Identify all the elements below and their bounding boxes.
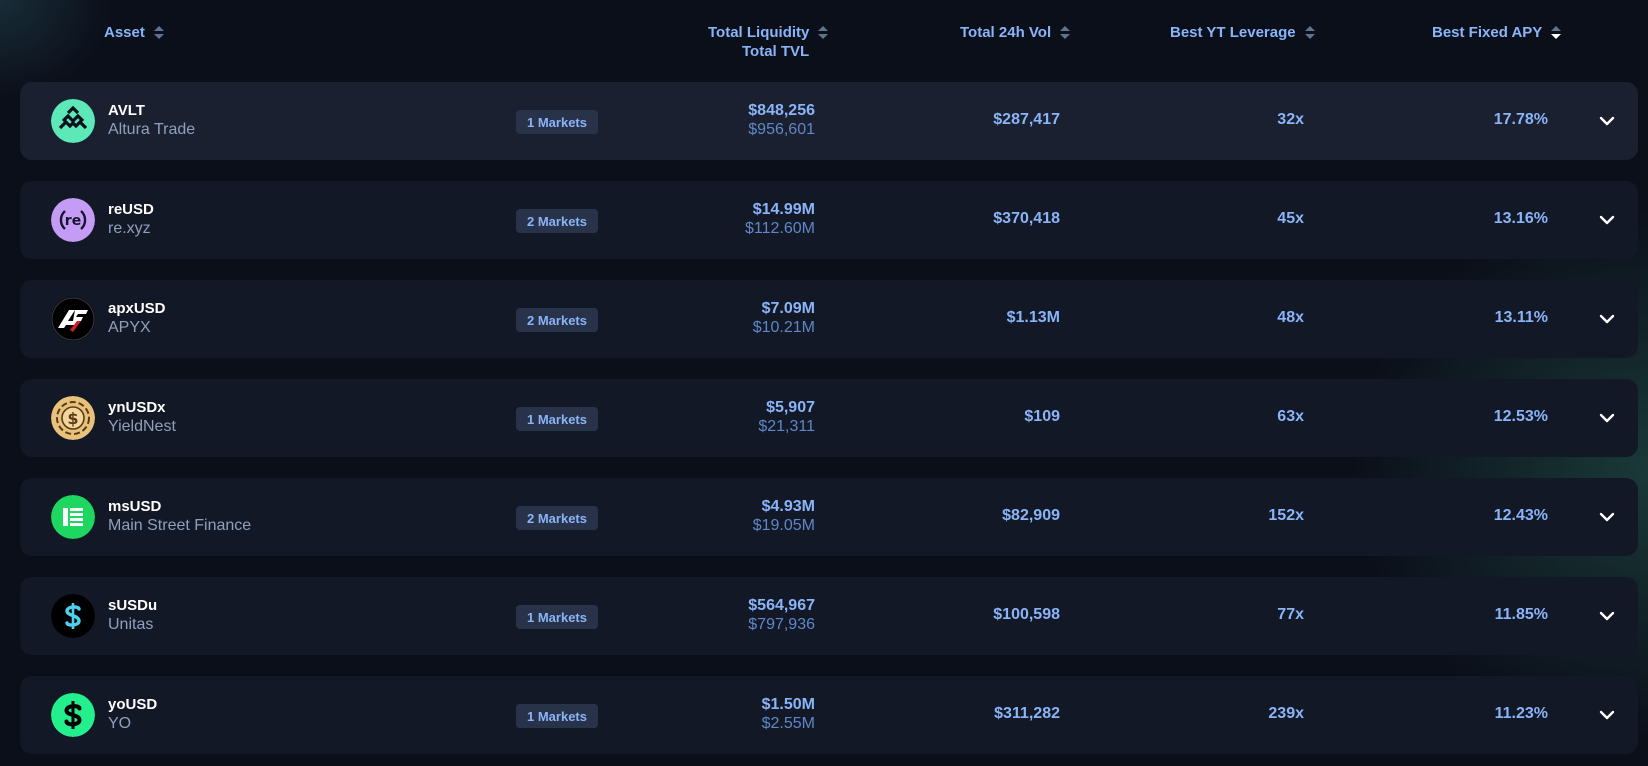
table-row[interactable]: AVLT Altura Trade 1 Markets $848,256 $95… bbox=[20, 82, 1638, 160]
total-tvl: $2.55M bbox=[761, 715, 815, 732]
chevron-down-icon[interactable] bbox=[1598, 508, 1616, 526]
total-liquidity: $14.99M bbox=[752, 201, 815, 218]
total-24h-volume: $311,282 bbox=[994, 705, 1060, 722]
asset-column-header[interactable]: Asset bbox=[104, 24, 164, 41]
table-row[interactable]: apxUSD APYX 2 Markets $7.09M $10.21M $1.… bbox=[20, 280, 1638, 358]
markets-badge[interactable]: 1 Markets bbox=[516, 110, 598, 134]
best-fixed-apy: 11.23% bbox=[1494, 705, 1548, 722]
best-yt-leverage: 63x bbox=[1277, 408, 1304, 425]
best-fixed-apy: 12.43% bbox=[1493, 507, 1548, 524]
total-liquidity: $1.50M bbox=[761, 696, 815, 713]
total-24h-volume: $370,418 bbox=[993, 210, 1060, 227]
best-yt-leverage: 239x bbox=[1268, 705, 1304, 722]
table-row[interactable]: sUSDu Unitas 1 Markets $564,967 $797,936… bbox=[20, 577, 1638, 655]
best-fixed-apy: 11.85% bbox=[1494, 606, 1548, 623]
tvl-header-label[interactable]: Total TVL bbox=[742, 43, 810, 60]
chevron-down-icon[interactable] bbox=[1598, 211, 1616, 229]
best-yt-leverage: 45x bbox=[1277, 210, 1304, 227]
total-tvl: $21,311 bbox=[758, 418, 815, 435]
chevron-down-icon[interactable] bbox=[1598, 310, 1616, 328]
apy-column-header[interactable]: Best Fixed APY bbox=[1432, 24, 1562, 41]
best-yt-leverage: 32x bbox=[1277, 111, 1304, 128]
svg-text:$: $ bbox=[67, 409, 78, 428]
asset-name: re.xyz bbox=[108, 220, 151, 237]
best-fixed-apy: 13.16% bbox=[1493, 210, 1548, 227]
volume-column-header[interactable]: Total 24h Vol bbox=[960, 24, 1071, 41]
asset-header-label: Asset bbox=[104, 24, 145, 41]
volume-header-label: Total 24h Vol bbox=[960, 24, 1052, 41]
altura-logo-icon bbox=[51, 99, 95, 143]
chevron-down-icon[interactable] bbox=[1598, 409, 1616, 427]
yieldnest-logo-icon: $ bbox=[51, 396, 95, 440]
markets-badge[interactable]: 2 Markets bbox=[516, 209, 598, 233]
markets-badge[interactable]: 2 Markets bbox=[516, 506, 598, 530]
chevron-down-icon[interactable] bbox=[1598, 706, 1616, 724]
asset-symbol: msUSD bbox=[108, 498, 162, 515]
total-24h-volume: $1.13M bbox=[1006, 309, 1060, 326]
asset-symbol: apxUSD bbox=[108, 300, 166, 317]
total-liquidity: $4.93M bbox=[761, 498, 815, 515]
yo-logo-icon bbox=[51, 693, 95, 737]
total-liquidity: $5,907 bbox=[766, 399, 815, 416]
asset-name: YieldNest bbox=[108, 418, 176, 435]
best-fixed-apy: 12.53% bbox=[1493, 408, 1548, 425]
best-fixed-apy: 17.78% bbox=[1493, 111, 1548, 128]
asset-symbol: AVLT bbox=[108, 102, 145, 119]
best-yt-leverage: 77x bbox=[1277, 606, 1304, 623]
total-liquidity: $848,256 bbox=[748, 102, 815, 119]
asset-symbol: sUSDu bbox=[108, 597, 158, 614]
main-street-logo-icon bbox=[51, 495, 95, 539]
markets-badge[interactable]: 2 Markets bbox=[516, 308, 598, 332]
total-tvl: $112.60M bbox=[745, 220, 815, 237]
table-header: Asset Total Liquidity Total TVL Total 24… bbox=[0, 0, 1648, 80]
total-tvl: $10.21M bbox=[752, 319, 815, 336]
sort-descending-icon bbox=[1551, 26, 1562, 39]
sort-icon bbox=[1304, 26, 1315, 39]
sort-icon bbox=[818, 26, 829, 39]
sort-icon bbox=[153, 26, 164, 39]
total-liquidity: $564,967 bbox=[748, 597, 815, 614]
chevron-down-icon[interactable] bbox=[1598, 607, 1616, 625]
sort-icon bbox=[1060, 26, 1071, 39]
total-tvl: $956,601 bbox=[748, 121, 815, 138]
svg-text:re: re bbox=[65, 213, 81, 229]
total-tvl: $797,936 bbox=[748, 616, 815, 633]
liquidity-header-label: Total Liquidity bbox=[708, 24, 810, 41]
asset-symbol: reUSD bbox=[108, 201, 154, 218]
table-row[interactable]: re reUSD re.xyz 2 Markets $14.99M $112.6… bbox=[20, 181, 1638, 259]
leverage-column-header[interactable]: Best YT Leverage bbox=[1170, 24, 1315, 41]
markets-badge[interactable]: 1 Markets bbox=[516, 605, 598, 629]
total-24h-volume: $82,909 bbox=[1002, 507, 1060, 524]
table-row[interactable]: msUSD Main Street Finance 2 Markets $4.9… bbox=[20, 478, 1638, 556]
total-liquidity: $7.09M bbox=[761, 300, 815, 317]
table-row[interactable]: yoUSD YO 1 Markets $1.50M $2.55M $311,28… bbox=[20, 676, 1638, 754]
markets-badge[interactable]: 1 Markets bbox=[516, 704, 598, 728]
liquidity-column-header[interactable]: Total Liquidity bbox=[708, 24, 829, 41]
best-fixed-apy: 13.11% bbox=[1494, 309, 1548, 326]
total-tvl: $19.05M bbox=[752, 517, 815, 534]
total-24h-volume: $100,598 bbox=[993, 606, 1060, 623]
best-yt-leverage: 48x bbox=[1277, 309, 1304, 326]
apyx-logo-icon bbox=[51, 297, 95, 341]
re-logo-icon: re bbox=[51, 198, 95, 242]
asset-symbol: yoUSD bbox=[108, 696, 158, 713]
leverage-header-label: Best YT Leverage bbox=[1170, 24, 1296, 41]
asset-name: APYX bbox=[108, 319, 151, 336]
asset-name: Altura Trade bbox=[108, 121, 196, 138]
markets-badge[interactable]: 1 Markets bbox=[516, 407, 598, 431]
best-yt-leverage: 152x bbox=[1268, 507, 1304, 524]
total-24h-volume: $287,417 bbox=[993, 111, 1060, 128]
table-row[interactable]: $ ynUSDx YieldNest 1 Markets $5,907 $21,… bbox=[20, 379, 1638, 457]
chevron-down-icon[interactable] bbox=[1598, 112, 1616, 130]
asset-name: Main Street Finance bbox=[108, 517, 252, 534]
total-24h-volume: $109 bbox=[1024, 408, 1060, 425]
unitas-logo-icon bbox=[51, 594, 95, 638]
asset-symbol: ynUSDx bbox=[108, 399, 166, 416]
asset-name: Unitas bbox=[108, 616, 154, 633]
apy-header-label: Best Fixed APY bbox=[1432, 24, 1543, 41]
asset-name: YO bbox=[108, 715, 132, 732]
